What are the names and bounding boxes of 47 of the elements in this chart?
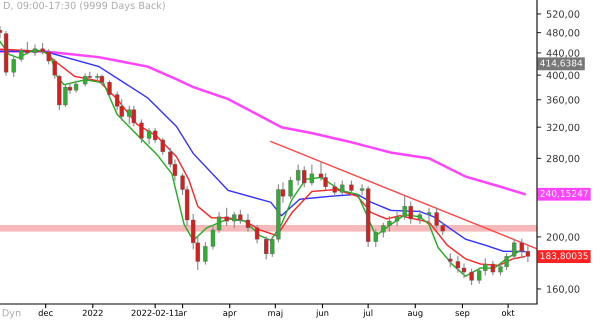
x-tick-label: sep	[456, 311, 470, 318]
y-tick-label: 400,00	[546, 72, 580, 80]
candlestick	[139, 119, 144, 143]
chart-title: D, 09:00-17:30 (9999 Days Back)	[4, 2, 165, 12]
x-tick-label: aug	[408, 311, 422, 318]
y-tick-label: 360,00	[546, 96, 580, 105]
text: Dyn	[2, 309, 20, 318]
candlestick	[224, 208, 229, 226]
candlestick	[469, 268, 474, 286]
candlestick	[332, 182, 337, 197]
candlestick	[340, 180, 344, 195]
candlestick	[203, 242, 208, 265]
candlestick	[32, 44, 38, 56]
x-tick-label: dec	[38, 310, 53, 316]
candlestick	[512, 238, 516, 260]
x-tick-label: 2022	[82, 310, 103, 316]
candlestick	[490, 260, 496, 276]
text: 183,80035	[540, 252, 588, 260]
y-tick-label: 520,00	[546, 10, 580, 19]
candlestick	[374, 229, 378, 247]
candlestick	[254, 224, 260, 244]
x-tick-label: jul	[363, 310, 372, 318]
candlestick	[426, 208, 432, 222]
y-tick-label: 320,00	[546, 124, 580, 132]
x-tick-label: okt	[502, 310, 514, 316]
y-tick-label: 480,00	[546, 29, 580, 38]
candlestick	[246, 214, 250, 232]
candlestick	[288, 176, 293, 199]
candlestick	[310, 164, 314, 186]
candlestick	[12, 56, 16, 77]
y-tick-label: 440,00	[546, 49, 580, 58]
text: 240,15247	[540, 190, 588, 198]
y-tick-label: 280,00	[546, 154, 580, 164]
candlestick	[160, 138, 165, 155]
candlestick	[394, 212, 400, 226]
candlestick	[448, 253, 452, 268]
y-tick-label: 200,00	[546, 233, 580, 242]
x-tick-label: jun	[316, 310, 328, 318]
x-tick-label: apr	[223, 311, 237, 318]
x-tick-label: maj	[268, 310, 282, 318]
candlestick	[107, 80, 112, 98]
candlestick	[349, 180, 354, 195]
candlestick	[418, 210, 422, 224]
x-tick-label: 2022-02-11	[132, 310, 179, 316]
y-tick-label: 160,00	[547, 285, 580, 294]
x-tick-label: ar	[178, 311, 187, 316]
text: 414,6384	[540, 60, 582, 68]
